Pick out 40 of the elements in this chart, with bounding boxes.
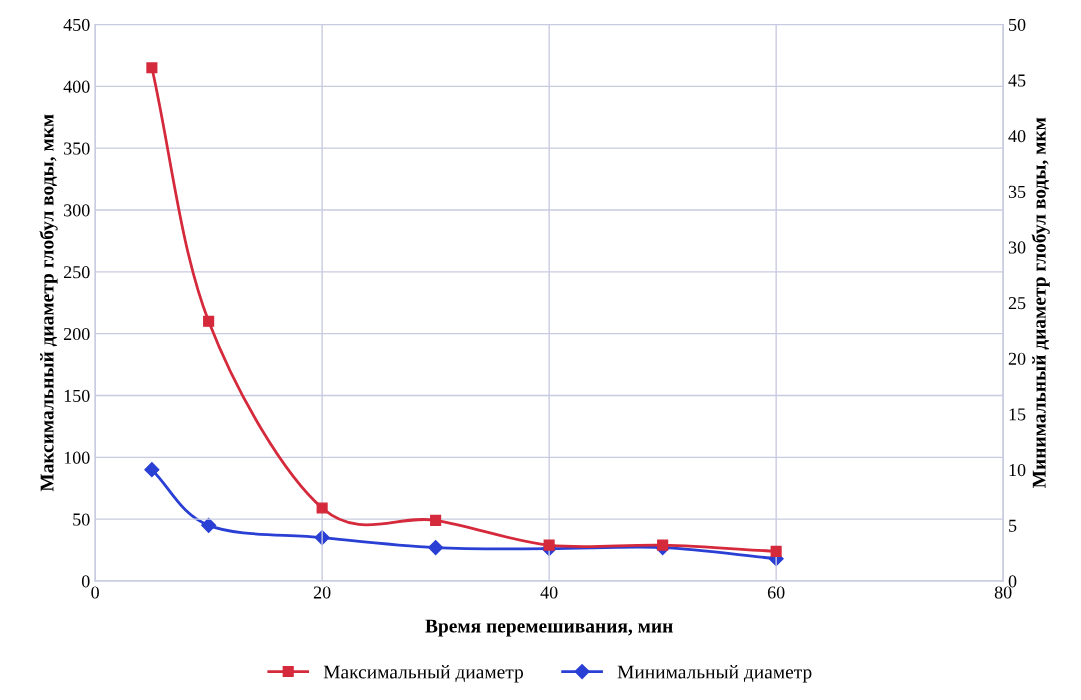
- y2-tick-label: 35: [1008, 185, 1026, 198]
- y2-tick-label: 20: [1008, 352, 1026, 365]
- x-tick-label: 80: [994, 586, 1012, 599]
- y2-tick-label: 0: [1008, 575, 1017, 588]
- x-tick-label: 40: [540, 586, 558, 599]
- point: [146, 62, 158, 74]
- y2-tick-label: 30: [1008, 241, 1026, 254]
- y2-tick-label: 50: [1009, 18, 1026, 31]
- y-tick-label: 50: [73, 513, 90, 526]
- y-tick-label: 150: [64, 389, 90, 402]
- y-tick-label: 250: [63, 266, 90, 279]
- x-tick-label: 0: [91, 586, 99, 599]
- y2-tick-label: 45: [1008, 74, 1026, 87]
- y-tick-label: 0: [81, 575, 90, 588]
- y-tick-label: 400: [63, 80, 90, 93]
- point: [428, 540, 444, 556]
- y-tick-label: 350: [64, 142, 90, 155]
- y2-tick-label: 40: [1008, 130, 1026, 143]
- point: [203, 315, 215, 327]
- y2-tick-label: 15: [1009, 408, 1026, 421]
- y-tick-label: 200: [63, 327, 90, 341]
- x-axis-title: Время перемешивания, мин: [425, 619, 673, 637]
- point: [144, 462, 160, 478]
- y-tick-label: 100: [64, 451, 90, 464]
- y2-tick-label: 5: [1009, 519, 1017, 532]
- legend-label: Минимальный диаметр: [617, 665, 812, 683]
- point: [201, 517, 217, 533]
- y2-tick-label: 10: [1009, 463, 1026, 477]
- point: [430, 514, 442, 526]
- y-axis-title: Максимальный диаметр глобул воды, мкм: [39, 114, 58, 492]
- legend-label: Максимальный диаметр: [323, 665, 523, 683]
- x-tick-label: 60: [767, 586, 785, 599]
- point: [543, 539, 555, 551]
- point: [316, 502, 328, 514]
- x-tick-label: 20: [313, 586, 331, 599]
- y-tick-label: 300: [64, 204, 90, 217]
- y2-axis-title: Минимальный диаметр глобул воды, мкм: [1031, 117, 1050, 489]
- point: [770, 545, 782, 557]
- y-tick-label: 450: [63, 18, 90, 31]
- y2-tick-label: 25: [1008, 297, 1026, 310]
